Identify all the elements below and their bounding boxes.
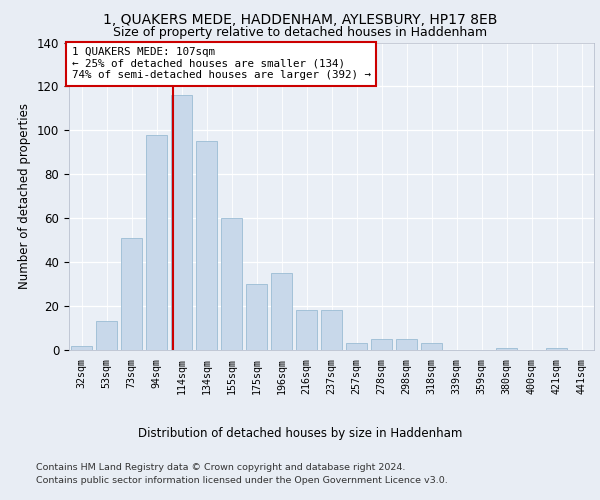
Text: 1, QUAKERS MEDE, HADDENHAM, AYLESBURY, HP17 8EB: 1, QUAKERS MEDE, HADDENHAM, AYLESBURY, H… [103, 12, 497, 26]
Text: 1 QUAKERS MEDE: 107sqm
← 25% of detached houses are smaller (134)
74% of semi-de: 1 QUAKERS MEDE: 107sqm ← 25% of detached… [71, 47, 371, 80]
Bar [146, 134, 167, 350]
Bar [371, 339, 392, 350]
Bar [246, 284, 267, 350]
Text: Distribution of detached houses by size in Haddenham: Distribution of detached houses by size … [138, 428, 462, 440]
Bar [321, 310, 342, 350]
Bar [196, 142, 217, 350]
Bar [71, 346, 92, 350]
Y-axis label: Number of detached properties: Number of detached properties [19, 104, 31, 289]
Bar [296, 310, 317, 350]
Text: Contains HM Land Registry data © Crown copyright and database right 2024.: Contains HM Land Registry data © Crown c… [36, 462, 406, 471]
Bar [121, 238, 142, 350]
Bar [96, 322, 117, 350]
Bar [396, 339, 417, 350]
Bar [546, 348, 567, 350]
Text: Size of property relative to detached houses in Haddenham: Size of property relative to detached ho… [113, 26, 487, 39]
Bar [171, 95, 192, 350]
Text: Contains public sector information licensed under the Open Government Licence v3: Contains public sector information licen… [36, 476, 448, 485]
Bar [496, 348, 517, 350]
Bar [271, 273, 292, 350]
Bar [346, 344, 367, 350]
Bar [421, 344, 442, 350]
Bar [221, 218, 242, 350]
